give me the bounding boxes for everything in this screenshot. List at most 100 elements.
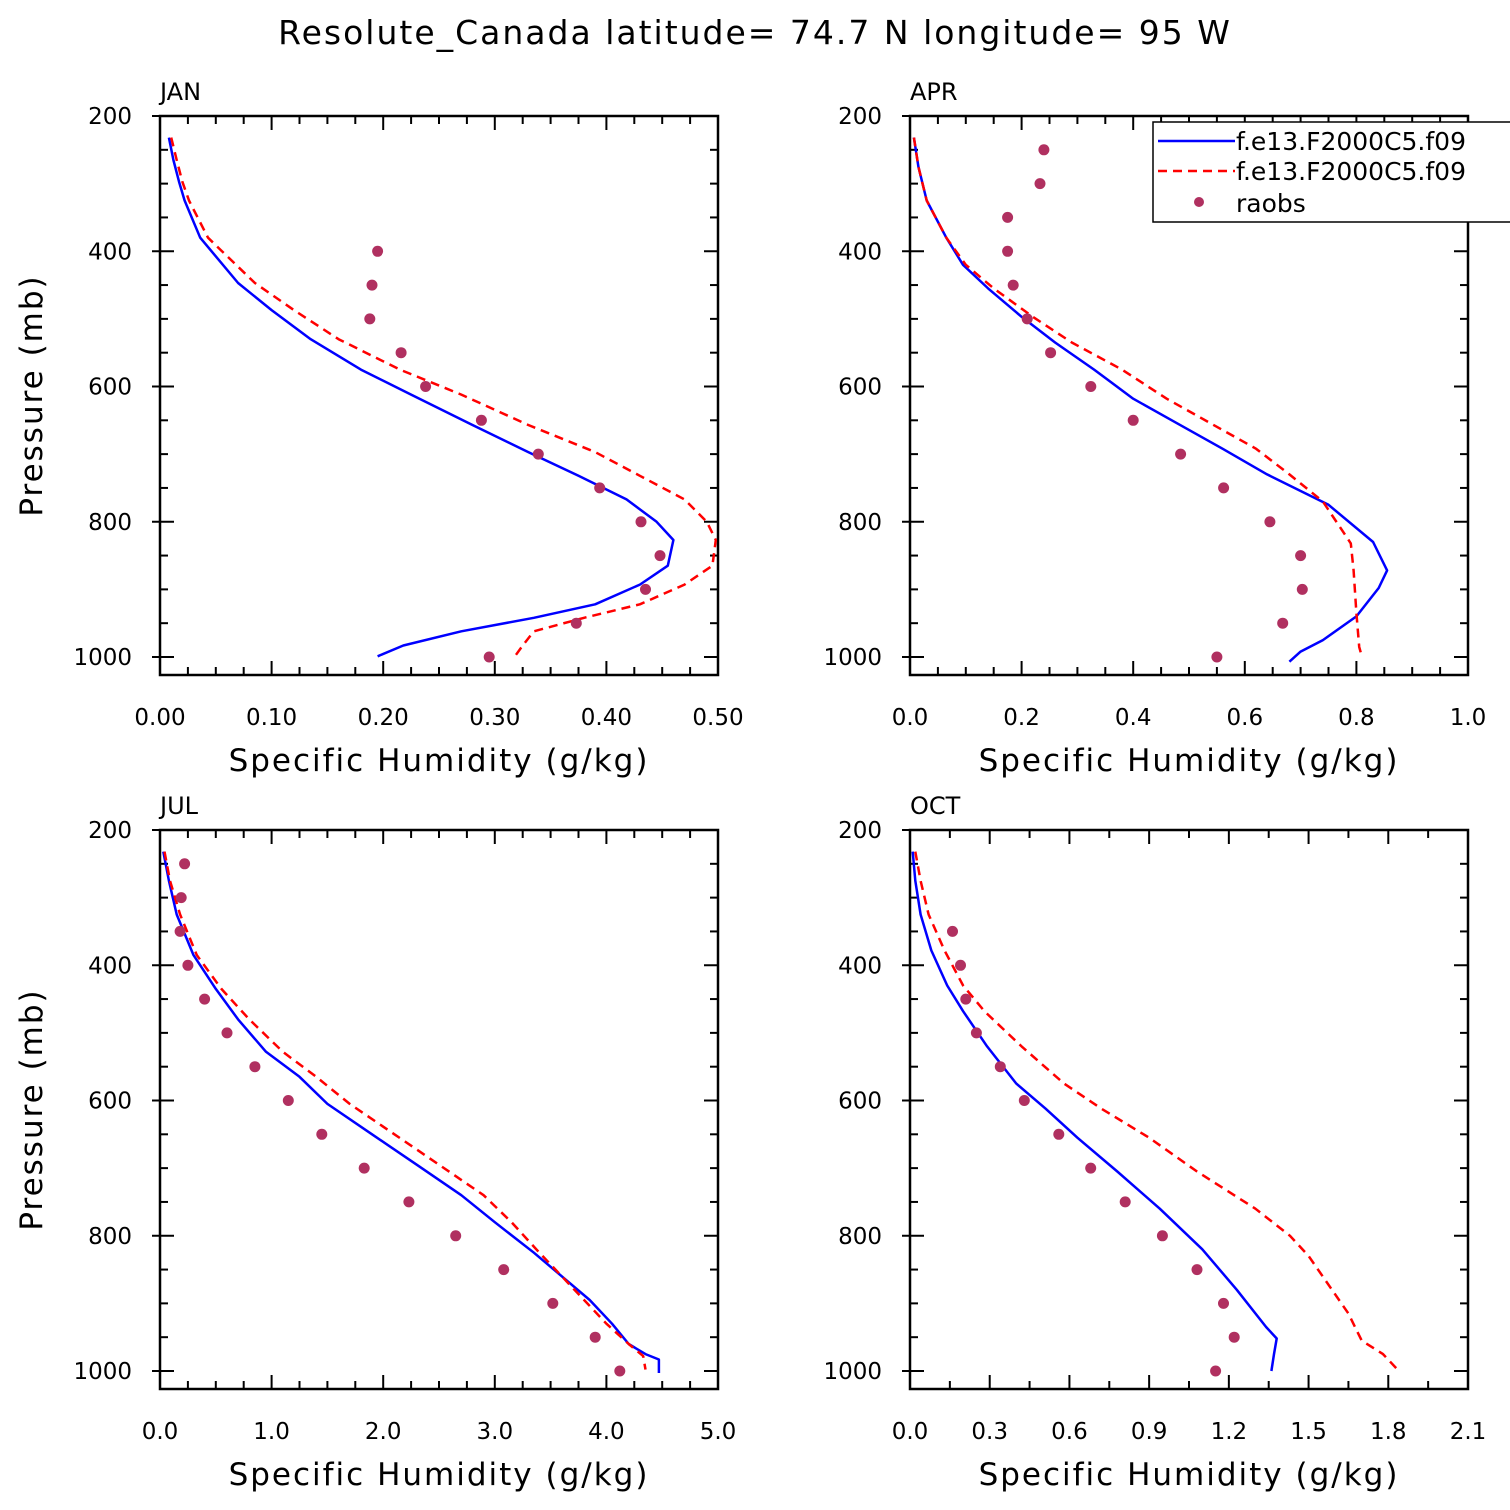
series-line-solid [911, 851, 1278, 1372]
legend-label-solid: f.e13.F2000C5.f09 [1236, 127, 1466, 156]
x-tick-label: 1.0 [253, 1419, 290, 1445]
raobs-point [594, 482, 606, 494]
raobs-point [614, 1365, 626, 1377]
x-tick-label: 0.4 [1115, 705, 1152, 731]
raobs-point [1277, 617, 1289, 629]
raobs-point [1002, 211, 1014, 223]
x-tick-label: 1.2 [1211, 1419, 1248, 1445]
x-tick-label: 0.00 [134, 705, 185, 731]
y-tick-label: 200 [88, 818, 132, 844]
y-tick-label: 1000 [823, 645, 882, 671]
raobs-point [1218, 482, 1230, 494]
raobs-point [1021, 313, 1033, 325]
x-tick-label: 0.20 [358, 705, 409, 731]
raobs-point [1085, 381, 1097, 392]
raobs-point [1085, 1162, 1097, 1174]
raobs-point [1119, 1196, 1131, 1208]
raobs-point [174, 925, 186, 937]
raobs-point [420, 381, 432, 392]
x-tick-label: 0.40 [581, 705, 632, 731]
y-tick-label: 800 [838, 510, 882, 536]
raobs-point [1175, 448, 1187, 460]
x-axis-label: Specific Humidity (g/kg) [979, 1457, 1400, 1493]
raobs-point [403, 1196, 415, 1208]
y-tick-label: 1000 [73, 1359, 132, 1385]
y-tick-label: 200 [88, 104, 132, 130]
panel-jan: JAN 200 400 600 800 1000 0.00 0.10 0.20 0.30 0.40 0… [14, 78, 744, 779]
raobs-point [372, 245, 384, 257]
x-tick-label: 0.0 [892, 705, 929, 731]
raobs-point [547, 1297, 559, 1309]
x-tick-label: 2.1 [1450, 1419, 1487, 1445]
legend-box [1152, 121, 1510, 223]
y-tick-label: 200 [838, 818, 882, 844]
series-line-dashed [169, 137, 718, 658]
y-tick-label: 400 [838, 239, 882, 265]
raobs-point [970, 1027, 982, 1039]
panel-oct: OCT 200 400 600 800 1000 0.0 0.3 0.6 0.9 1.2 1.5 1.8… [823, 792, 1486, 1493]
y-axis-label: Pressure (mb) [14, 274, 50, 516]
raobs-point [1218, 1297, 1229, 1309]
x-tick-label: 5.0 [700, 1419, 737, 1445]
y-tick-label: 800 [88, 510, 132, 536]
y-tick-label: 400 [88, 953, 132, 979]
raobs-point [960, 993, 972, 1005]
x-tick-label: 0.50 [692, 705, 743, 731]
raobs-point [570, 617, 582, 629]
panel-jul: JUL 200 400 600 800 1000 0.0 1.0 2.0 3.0 4.0 5.0 Spe… [14, 792, 736, 1493]
raobs-point [1156, 1230, 1168, 1242]
legend: f.e13.F2000C5.f09 f.e13.F2000C5.f09 raob… [1152, 121, 1510, 223]
raobs-point [1038, 144, 1050, 156]
raobs-point [1034, 178, 1046, 190]
y-tick-label: 600 [88, 375, 132, 401]
panel-label: OCT [910, 792, 961, 820]
raobs-point [1296, 583, 1308, 595]
raobs-point [182, 959, 194, 971]
y-tick-label: 600 [838, 1089, 882, 1115]
raobs-point [316, 1128, 328, 1140]
series-line-dashed [914, 851, 1400, 1372]
raobs-point [1007, 279, 1019, 291]
y-tick-label: 400 [838, 953, 882, 979]
x-tick-label: 1.5 [1290, 1419, 1327, 1445]
raobs-point [1211, 651, 1223, 663]
y-tick-label: 600 [88, 1089, 132, 1115]
legend-label-dashed: f.e13.F2000C5.f09 [1236, 157, 1466, 186]
x-tick-label: 0.0 [892, 1419, 929, 1445]
raobs-point [358, 1162, 370, 1174]
series-line-solid [912, 137, 1389, 663]
raobs-point [483, 651, 495, 663]
series-line-solid [167, 137, 675, 658]
raobs-point [1127, 414, 1139, 426]
x-tick-label: 2.0 [365, 1419, 402, 1445]
raobs-point [654, 550, 666, 562]
x-axis-label: Specific Humidity (g/kg) [979, 743, 1400, 779]
series-line-solid [162, 851, 661, 1373]
raobs-point [1018, 1095, 1030, 1106]
raobs-point [1002, 245, 1014, 257]
raobs-point [1210, 1365, 1222, 1377]
y-tick-label: 600 [838, 375, 882, 401]
raobs-point [1264, 516, 1276, 528]
x-tick-label: 0.8 [1338, 705, 1375, 731]
panel-label: JAN [158, 78, 201, 106]
x-tick-label: 0.6 [1051, 1419, 1088, 1445]
x-tick-label: 0.0 [142, 1419, 179, 1445]
raobs-point [1191, 1264, 1203, 1276]
raobs-point [640, 583, 651, 595]
y-axis-label: Pressure (mb) [14, 988, 50, 1230]
raobs-point [175, 892, 187, 904]
raobs-point [199, 993, 211, 1005]
raobs-point [179, 858, 191, 870]
raobs-point [994, 1061, 1006, 1073]
figure-title: Resolute_Canada latitude= 74.7 N longitu… [278, 13, 1232, 52]
x-tick-label: 0.3 [971, 1419, 1008, 1445]
x-tick-label: 1.0 [1450, 705, 1487, 731]
y-tick-label: 800 [838, 1224, 882, 1250]
raobs-point [1228, 1331, 1240, 1343]
x-tick-label: 0.6 [1227, 705, 1264, 731]
raobs-point [1053, 1128, 1065, 1140]
x-tick-label: 0.2 [1003, 705, 1040, 731]
x-axis-label: Specific Humidity (g/kg) [229, 743, 650, 779]
